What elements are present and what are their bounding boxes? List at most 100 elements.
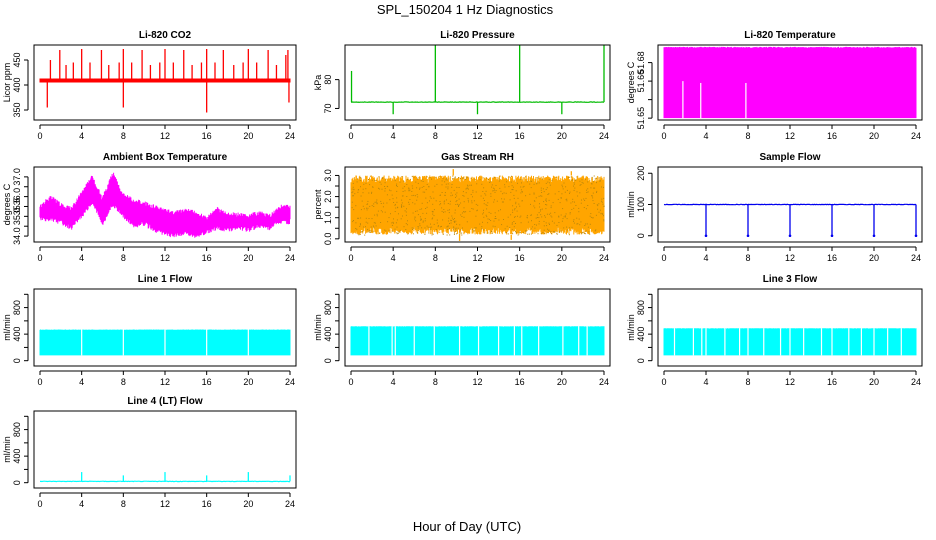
series-point <box>356 181 358 183</box>
series-point <box>514 208 516 209</box>
series-band <box>39 172 291 238</box>
series-point <box>492 190 494 192</box>
series-point <box>483 209 484 211</box>
series-point <box>504 184 506 186</box>
series-point <box>359 234 361 235</box>
series-point <box>396 186 398 187</box>
series-point <box>571 179 573 180</box>
series-point <box>363 226 364 228</box>
series-point <box>453 233 455 235</box>
series-point <box>365 182 367 184</box>
series-point <box>433 209 435 211</box>
series-point <box>586 223 588 225</box>
series-point <box>351 192 353 194</box>
series-point <box>515 203 517 205</box>
y-tick-label: 0.0 <box>323 233 333 246</box>
series-point <box>436 219 438 221</box>
series-point <box>450 222 452 224</box>
series-point <box>459 224 461 226</box>
series-point <box>371 205 373 207</box>
x-tick-label: 12 <box>160 131 170 141</box>
series-point <box>469 210 471 212</box>
series-point <box>424 191 426 193</box>
series-point <box>593 187 595 189</box>
series-point <box>442 233 444 235</box>
series-point <box>545 198 547 200</box>
series-point <box>431 178 432 180</box>
series-point <box>360 217 362 219</box>
series-point <box>486 208 488 210</box>
series-point <box>387 221 389 223</box>
series-point <box>520 192 522 194</box>
series-point <box>455 201 457 203</box>
series-point <box>416 194 418 196</box>
series-point <box>380 222 382 223</box>
series-point <box>503 192 505 194</box>
series-point <box>503 198 505 200</box>
series-point <box>449 234 451 236</box>
series-point <box>411 227 413 229</box>
series-point <box>406 208 407 210</box>
series-point <box>484 193 486 195</box>
series-point <box>788 234 792 238</box>
series-point <box>568 234 570 236</box>
series-point <box>560 197 562 199</box>
series-point <box>447 183 449 185</box>
series-point <box>561 193 563 195</box>
panel-3: Li-820 Temperature degrees C 0 4 8 12 16 20 24 51… <box>626 30 923 141</box>
series-point <box>494 226 496 228</box>
series-point <box>509 227 511 229</box>
series-point <box>475 215 477 217</box>
series-point <box>401 202 403 204</box>
series-point <box>456 192 458 194</box>
series-point <box>368 179 369 180</box>
series-point <box>441 210 443 212</box>
series-point <box>454 176 456 178</box>
series-point <box>465 192 467 194</box>
series-point <box>452 175 454 177</box>
series-point <box>392 230 394 232</box>
series-point <box>414 195 416 197</box>
series-point <box>379 181 381 183</box>
series-point <box>577 195 579 197</box>
series-point <box>413 194 415 196</box>
series-point <box>593 175 595 177</box>
series-point <box>493 201 495 203</box>
series-point <box>437 226 439 228</box>
series-point <box>402 195 404 197</box>
x-tick-label: 0 <box>348 253 353 263</box>
series-point <box>452 219 454 220</box>
series-point <box>393 218 394 220</box>
series-point <box>411 175 413 177</box>
series-point <box>476 210 478 212</box>
series-point <box>517 197 519 199</box>
x-tick-label: 4 <box>391 377 396 387</box>
series-point <box>394 211 396 212</box>
series-point <box>433 223 435 225</box>
y-tick-label: 800 <box>12 300 22 315</box>
series-point <box>492 187 494 189</box>
series-point <box>467 188 469 190</box>
x-tick-label: 24 <box>599 131 609 141</box>
series-point <box>481 228 483 230</box>
series-point <box>459 231 461 233</box>
x-tick-label: 16 <box>202 131 212 141</box>
series-point <box>432 217 434 219</box>
series-point <box>573 183 575 185</box>
series-point <box>566 189 568 191</box>
x-tick-label: 8 <box>433 131 438 141</box>
series-point <box>495 185 497 186</box>
series-point <box>422 212 424 214</box>
series-point <box>403 186 405 188</box>
series-point <box>379 188 381 190</box>
series-point <box>598 211 600 213</box>
series-point <box>491 184 493 186</box>
x-tick-label: 0 <box>37 131 42 141</box>
series-point <box>603 215 604 217</box>
series-point <box>511 175 512 177</box>
series-point <box>429 226 431 228</box>
series-point <box>569 192 570 194</box>
series-point <box>565 186 567 188</box>
series-point <box>530 228 532 230</box>
series-point <box>370 226 372 228</box>
